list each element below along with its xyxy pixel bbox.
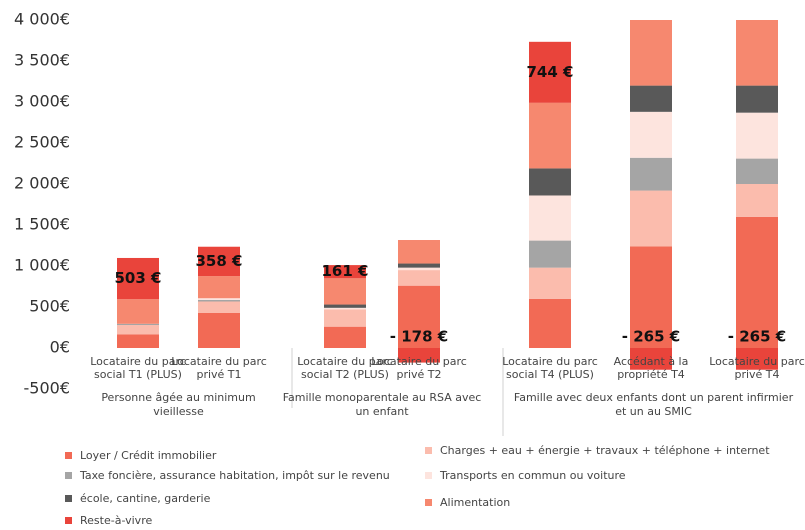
bar-segment	[398, 267, 440, 271]
data-label: - 265 €	[622, 328, 680, 346]
y-tick-label: 3 000€	[14, 92, 70, 111]
x-tick-label: Locataire du parc social T4 (PLUS)	[502, 355, 598, 381]
data-label: 744 €	[527, 63, 574, 81]
y-tick-label: 2 000€	[14, 174, 70, 193]
bar-segment	[630, 190, 672, 247]
bar-segment	[117, 299, 159, 324]
bar-segment	[736, 348, 778, 370]
bar-segment	[529, 102, 571, 169]
data-label: - 265 €	[728, 328, 786, 346]
bar-segment	[736, 184, 778, 217]
x-tick-label: Locataire du parc privé T2	[371, 355, 467, 381]
bar-segment	[529, 298, 571, 348]
bar-segment	[736, 158, 778, 184]
x-tick-label: Locataire du parc social T2 (PLUS)	[297, 355, 393, 381]
bar-segment	[117, 334, 159, 348]
bar-segment	[529, 240, 571, 268]
x-tick-label: Locataire du parc privé T4	[709, 355, 805, 381]
bar-segment	[117, 257, 159, 300]
y-tick-label: -500€	[24, 379, 71, 398]
y-tick-label: 1 500€	[14, 215, 70, 234]
bar-segment	[198, 301, 240, 313]
data-label: 161 €	[322, 262, 369, 280]
legend-swatch	[65, 452, 72, 459]
y-tick-label: 2 500€	[14, 133, 70, 152]
bar-segment	[117, 325, 159, 335]
bar-segment	[324, 265, 366, 279]
group-label: Famille avec deux enfants dont un parent…	[513, 391, 794, 418]
legend-swatch	[425, 499, 432, 506]
bar-segment	[398, 285, 440, 348]
legend-label: Loyer / Crédit immobilier	[80, 449, 217, 462]
bar-segment	[198, 276, 240, 299]
bar-segment	[630, 246, 672, 348]
legend-swatch	[425, 472, 432, 479]
bar-segment	[398, 240, 440, 264]
y-tick-label: 3 500€	[14, 51, 70, 70]
y-tick-label: 4 000€	[14, 10, 70, 29]
bar-segment	[736, 112, 778, 159]
group-label: Personne âgée au minimum vieillesse	[101, 391, 256, 418]
bar-segment	[630, 348, 672, 370]
legend-label: Transports en commun ou voiture	[440, 469, 626, 482]
bar-segment	[198, 298, 240, 300]
bar-segment	[324, 304, 366, 308]
bar-segment	[398, 270, 440, 286]
bar-segment	[630, 111, 672, 158]
legend-swatch	[65, 495, 72, 502]
bar-segment	[529, 168, 571, 196]
bar-segment	[198, 246, 240, 277]
bar-segment	[198, 312, 240, 348]
legend-swatch	[65, 517, 72, 524]
legend-label: Alimentation	[440, 496, 511, 509]
legend-swatch	[65, 472, 72, 479]
x-tick-label: Locataire du parc privé T1	[171, 355, 267, 381]
bar-segment	[736, 216, 778, 348]
legend-label: Charges + eau + énergie + travaux + télé…	[440, 444, 770, 457]
y-tick-label: 0€	[50, 338, 70, 357]
bar-segment	[630, 157, 672, 191]
legend-label: école, cantine, garderie	[80, 492, 211, 505]
x-tick-label: Locataire du parc social T1 (PLUS)	[90, 355, 186, 381]
bar-segment	[324, 309, 366, 327]
legend-label: Taxe foncière, assurance habitation, imp…	[80, 469, 390, 482]
data-label: - 178 €	[390, 328, 448, 346]
legend-label: Reste-à-vivre	[80, 514, 153, 527]
bars	[117, 20, 778, 370]
bar-segment	[630, 85, 672, 112]
y-tick-label: 1 000€	[14, 256, 70, 275]
bar-segment	[198, 299, 240, 302]
bar-segment	[324, 278, 366, 305]
data-label: 503 €	[115, 269, 162, 287]
group-label: Famille monoparentale au RSA avec un enf…	[282, 391, 482, 418]
data-label: 358 €	[196, 252, 243, 270]
bar-segment	[398, 263, 440, 268]
bar-segment	[630, 20, 672, 86]
y-tick-label: 500€	[29, 297, 70, 316]
bar-segment	[529, 41, 571, 103]
bar-segment	[529, 195, 571, 241]
bar-segment	[736, 20, 778, 86]
legend-swatch	[425, 447, 432, 454]
bar-segment	[324, 307, 366, 310]
bar-segment	[324, 326, 366, 348]
bar-segment	[529, 267, 571, 299]
bar-segment	[736, 85, 778, 113]
bar-segment	[398, 348, 440, 363]
bar-segment	[117, 323, 159, 326]
x-tick-label: Accédant à la propriété T4	[613, 355, 689, 381]
